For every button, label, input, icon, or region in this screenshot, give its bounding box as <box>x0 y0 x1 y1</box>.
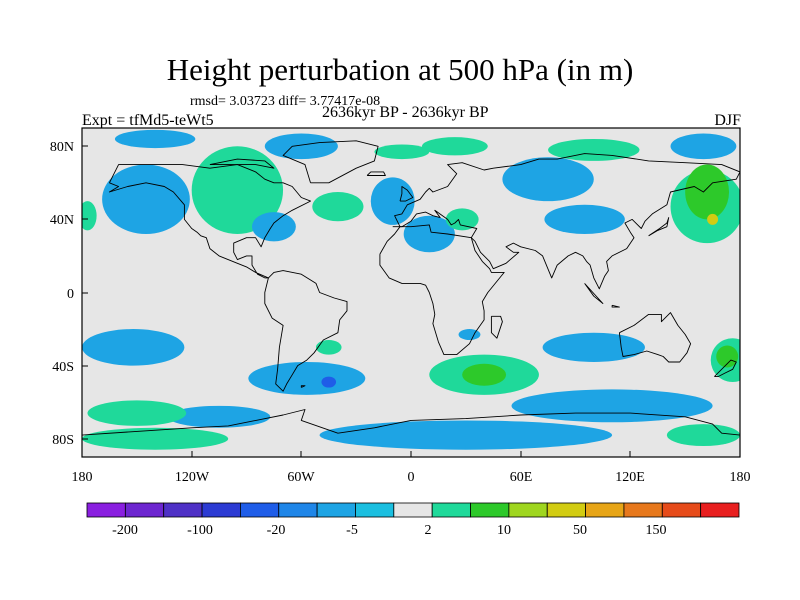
x-tick-label: 180 <box>730 470 751 485</box>
coastline <box>611 304 620 308</box>
contour-region-2 <box>374 144 430 160</box>
contour-region-2 <box>87 400 187 426</box>
colorbar-swatch <box>393 502 433 518</box>
x-tick-label: 120E <box>615 470 645 485</box>
contour-region--5 <box>458 329 481 341</box>
colorbar-swatch <box>431 502 471 518</box>
contour-region--5 <box>511 389 713 423</box>
coastline <box>618 312 692 363</box>
coastline <box>584 283 604 304</box>
colorbar-swatch <box>661 502 702 518</box>
y-tick-label: 80S <box>52 433 74 448</box>
colorbar-swatch <box>278 502 318 518</box>
colorbar-label: 150 <box>646 523 667 538</box>
colorbar-swatch <box>316 502 356 518</box>
colorbar-label: 2 <box>425 523 432 538</box>
contour-region--5 <box>370 177 415 225</box>
contour-region-2 <box>445 208 479 231</box>
figure-title: Height perturbation at 500 hPa (in m) <box>166 52 634 87</box>
y-tick-label: 40S <box>52 360 74 375</box>
x-axis: 180 120W 60W 0 60E 120E 180 <box>72 451 751 485</box>
coastline <box>264 270 348 392</box>
colorbar-label: -200 <box>112 523 138 538</box>
contour-region-50 <box>707 213 719 225</box>
colorbar-swatch <box>470 502 510 518</box>
coastline <box>714 359 737 378</box>
colorbar-swatch <box>355 502 395 518</box>
period-label: 2636kyr BP - 2636kyr BP <box>322 104 489 121</box>
y-tick-label: 0 <box>67 287 74 302</box>
stats-label: rmsd= 3.03723 diff= 3.77417e-08 <box>190 94 381 109</box>
contour-region--5 <box>248 361 366 395</box>
contour-region--20 <box>321 376 337 388</box>
colorbar-label: -100 <box>187 523 213 538</box>
colorbar: -200 -100 -20 -5 2 10 50 150 <box>86 502 740 538</box>
contour-region-2 <box>666 424 740 447</box>
coastlines <box>82 140 740 457</box>
colorbar-swatch <box>240 502 280 518</box>
contour-region--5 <box>264 133 338 160</box>
season-label: DJF <box>714 112 741 129</box>
contour-region--5 <box>670 133 737 160</box>
colorbar-swatch <box>124 502 165 518</box>
contour-region-2 <box>82 427 229 450</box>
colorbar-label: -20 <box>267 523 286 538</box>
colorbar-swatch <box>163 502 203 518</box>
colorbar-swatch <box>201 502 241 518</box>
x-tick-label: 0 <box>408 470 415 485</box>
contour-region--5 <box>102 164 190 235</box>
contour-region--5 <box>82 329 185 366</box>
field-contours <box>82 129 740 450</box>
colorbar-label: 10 <box>497 523 511 538</box>
y-tick-label: 40N <box>50 213 74 228</box>
contour-region--5 <box>542 332 645 362</box>
colorbar-swatch <box>508 502 548 518</box>
contour-region--5 <box>502 157 594 202</box>
contour-region--5 <box>251 212 296 242</box>
contour-region-10 <box>685 164 730 220</box>
x-tick-label: 120W <box>175 470 210 485</box>
coastline <box>379 224 505 356</box>
coastline <box>108 164 311 279</box>
colorbar-label: 50 <box>573 523 587 538</box>
experiment-label: Expt = tfMd5-teWt5 <box>82 112 214 129</box>
colorbar-swatches <box>86 502 740 518</box>
coastline <box>300 385 306 388</box>
coastline <box>209 158 275 169</box>
coastline <box>366 171 386 176</box>
contour-region-10 <box>716 345 739 368</box>
contour-region-2 <box>191 146 284 235</box>
coastline <box>648 217 670 237</box>
contour-region-2 <box>421 137 488 156</box>
x-tick-label: 60W <box>287 470 315 485</box>
colorbar-swatch <box>546 502 586 518</box>
contour-region--5 <box>403 215 455 253</box>
coastline <box>392 153 740 290</box>
colorbar-swatch <box>585 502 625 518</box>
coastline <box>82 409 740 457</box>
colorbar-label: -5 <box>346 523 358 538</box>
colorbar-swatch <box>86 502 126 518</box>
colorbar-swatch <box>700 502 740 518</box>
coastline <box>282 140 379 184</box>
contour-region-2 <box>548 138 640 161</box>
map-plot-area <box>82 128 740 457</box>
contour-region-2 <box>315 340 342 355</box>
coastline <box>490 315 503 339</box>
contour-region--5 <box>114 129 196 149</box>
contour-region--5 <box>544 204 625 235</box>
contour-region--5 <box>319 420 613 450</box>
x-tick-label: 60E <box>510 470 533 485</box>
y-axis: 80N 40N 0 40S 80S <box>50 140 88 448</box>
contour-region-2 <box>82 201 97 231</box>
x-tick-label: 180 <box>72 470 93 485</box>
contour-region-10 <box>462 363 507 386</box>
contour-region-2 <box>312 191 364 222</box>
colorbar-swatch <box>623 502 663 518</box>
coastline <box>399 186 414 202</box>
y-tick-label: 80N <box>50 140 74 155</box>
